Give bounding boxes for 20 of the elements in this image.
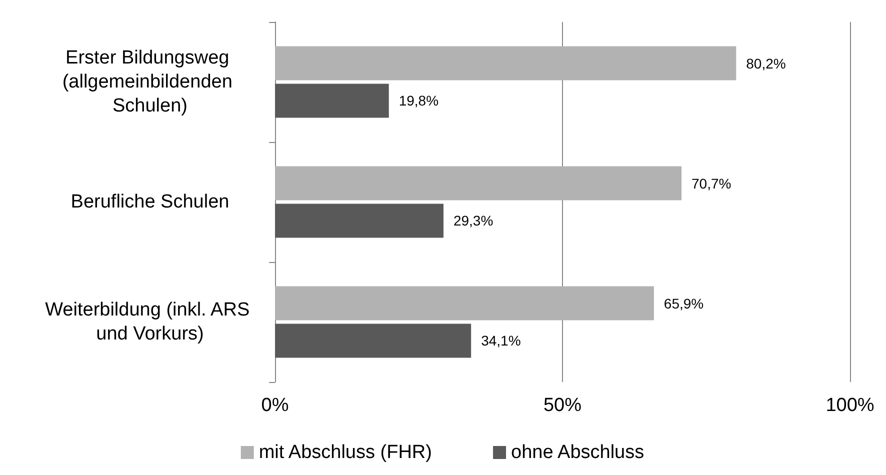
legend-label: ohne Abschluss [511, 442, 644, 463]
data-label: 70,7% [692, 175, 732, 192]
x-tick-label: 0% [261, 395, 289, 416]
x-tick-label: 100% [826, 395, 874, 416]
bar [275, 166, 682, 200]
bar [275, 324, 472, 358]
data-label: 80,2% [746, 55, 786, 72]
x-tick-label: 50% [543, 395, 582, 416]
data-label: 34,1% [481, 332, 521, 349]
y-tick-label: Weiterbildung (inkl. ARS und Vorkurs) [45, 300, 255, 344]
bar [275, 286, 654, 320]
bar [275, 84, 389, 118]
y-tick-label: Erster Bildungsweg (allgemeinbildenden Schulen) [62, 48, 238, 116]
data-label: 29,3% [453, 212, 494, 229]
data-label: 65,9% [664, 295, 704, 312]
legend-label: mit Abschluss (FHR) [258, 442, 432, 463]
bar [275, 46, 736, 80]
bar [275, 204, 444, 238]
y-tick-label: Berufliche Schulen [70, 192, 230, 212]
data-label: 19,8% [398, 92, 439, 109]
